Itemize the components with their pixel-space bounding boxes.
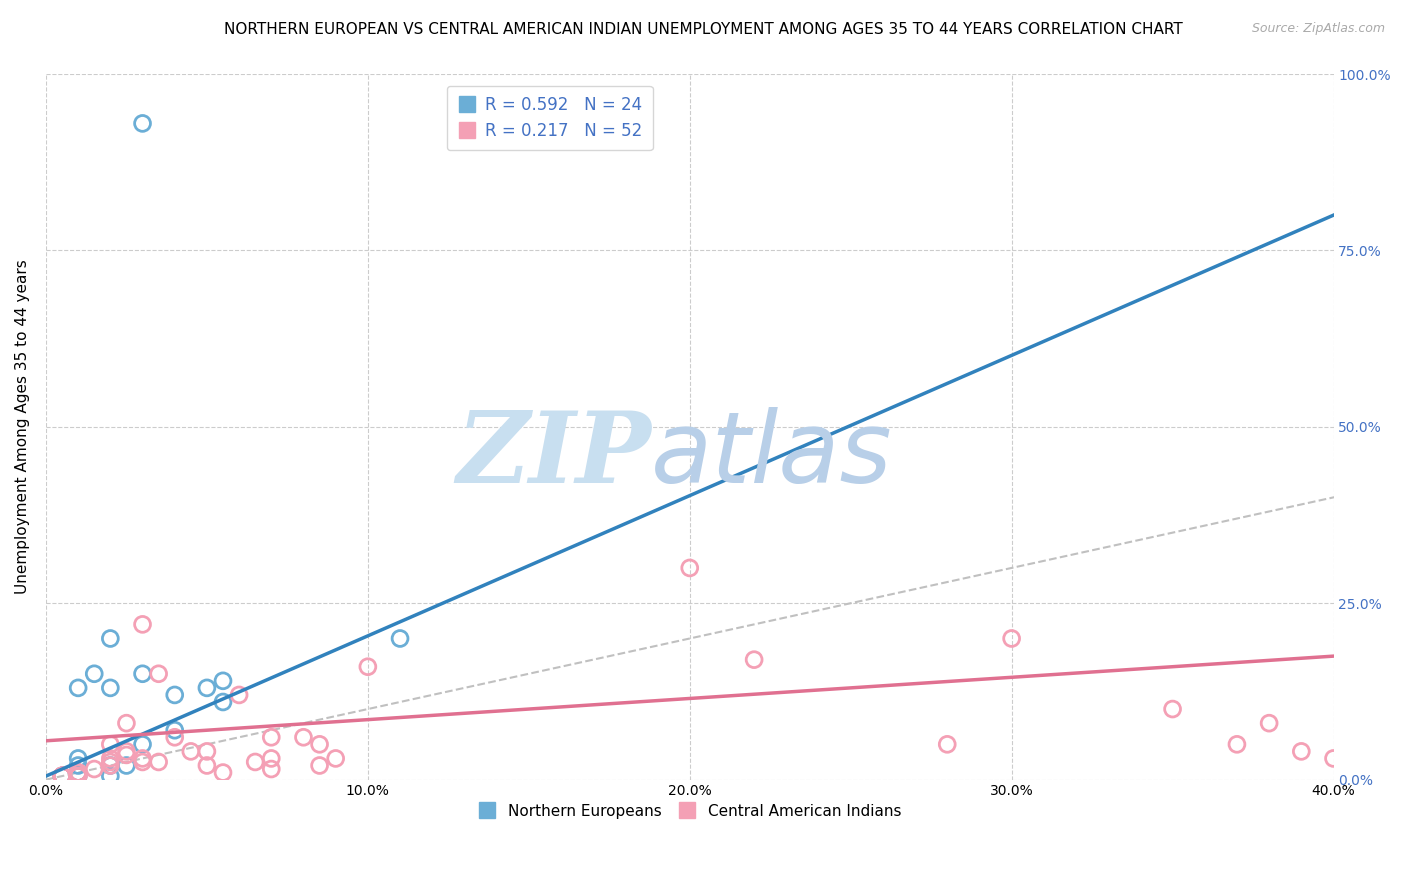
Y-axis label: Unemployment Among Ages 35 to 44 years: Unemployment Among Ages 35 to 44 years bbox=[15, 260, 30, 594]
Point bbox=[1322, 751, 1344, 765]
Point bbox=[742, 653, 765, 667]
Point bbox=[51, 769, 73, 783]
Point bbox=[115, 716, 138, 731]
Point bbox=[228, 688, 250, 702]
Text: NORTHERN EUROPEAN VS CENTRAL AMERICAN INDIAN UNEMPLOYMENT AMONG AGES 35 TO 44 YE: NORTHERN EUROPEAN VS CENTRAL AMERICAN IN… bbox=[224, 22, 1182, 37]
Text: ZIP: ZIP bbox=[456, 407, 651, 503]
Point bbox=[83, 666, 105, 681]
Text: Source: ZipAtlas.com: Source: ZipAtlas.com bbox=[1251, 22, 1385, 36]
Point bbox=[357, 659, 380, 673]
Point bbox=[1226, 737, 1249, 751]
Point bbox=[163, 688, 186, 702]
Point bbox=[67, 765, 90, 780]
Point bbox=[389, 632, 412, 646]
Point bbox=[98, 755, 121, 769]
Point bbox=[115, 747, 138, 762]
Point bbox=[67, 758, 90, 772]
Point bbox=[195, 758, 218, 772]
Point bbox=[212, 673, 235, 688]
Point bbox=[67, 681, 90, 695]
Point bbox=[131, 617, 153, 632]
Point bbox=[936, 737, 959, 751]
Point bbox=[83, 762, 105, 776]
Point bbox=[260, 751, 283, 765]
Point bbox=[115, 744, 138, 758]
Point bbox=[180, 744, 202, 758]
Point bbox=[245, 755, 267, 769]
Point bbox=[51, 769, 73, 783]
Point bbox=[212, 765, 235, 780]
Point bbox=[1161, 702, 1184, 716]
Point bbox=[51, 769, 73, 783]
Point bbox=[98, 758, 121, 772]
Point bbox=[148, 755, 170, 769]
Point bbox=[51, 769, 73, 783]
Point bbox=[325, 751, 347, 765]
Point bbox=[195, 681, 218, 695]
Point bbox=[679, 561, 702, 575]
Point bbox=[51, 769, 73, 783]
Point bbox=[1001, 632, 1024, 646]
Point bbox=[51, 769, 73, 783]
Point bbox=[260, 762, 283, 776]
Point bbox=[98, 769, 121, 783]
Point bbox=[260, 731, 283, 745]
Point bbox=[1258, 716, 1281, 731]
Point bbox=[98, 751, 121, 765]
Point bbox=[98, 758, 121, 772]
Point bbox=[292, 731, 315, 745]
Point bbox=[131, 737, 153, 751]
Point bbox=[163, 731, 186, 745]
Point bbox=[98, 681, 121, 695]
Point bbox=[98, 632, 121, 646]
Point bbox=[51, 769, 73, 783]
Point bbox=[51, 769, 73, 783]
Legend: Northern Europeans, Central American Indians: Northern Europeans, Central American Ind… bbox=[472, 797, 908, 825]
Point bbox=[67, 751, 90, 765]
Point bbox=[67, 769, 90, 783]
Point bbox=[308, 758, 330, 772]
Point bbox=[51, 769, 73, 783]
Point bbox=[67, 765, 90, 780]
Point bbox=[131, 755, 153, 769]
Point bbox=[163, 723, 186, 738]
Point bbox=[67, 765, 90, 780]
Point bbox=[1291, 744, 1313, 758]
Point bbox=[98, 737, 121, 751]
Point bbox=[131, 116, 153, 130]
Point bbox=[67, 765, 90, 780]
Point bbox=[148, 666, 170, 681]
Point bbox=[51, 769, 73, 783]
Text: atlas: atlas bbox=[651, 407, 893, 504]
Point bbox=[67, 769, 90, 783]
Point bbox=[67, 769, 90, 783]
Point bbox=[212, 695, 235, 709]
Point bbox=[67, 769, 90, 783]
Point bbox=[131, 751, 153, 765]
Point bbox=[131, 666, 153, 681]
Point bbox=[51, 769, 73, 783]
Point bbox=[195, 744, 218, 758]
Point bbox=[308, 737, 330, 751]
Point bbox=[115, 758, 138, 772]
Point bbox=[51, 769, 73, 783]
Point bbox=[51, 769, 73, 783]
